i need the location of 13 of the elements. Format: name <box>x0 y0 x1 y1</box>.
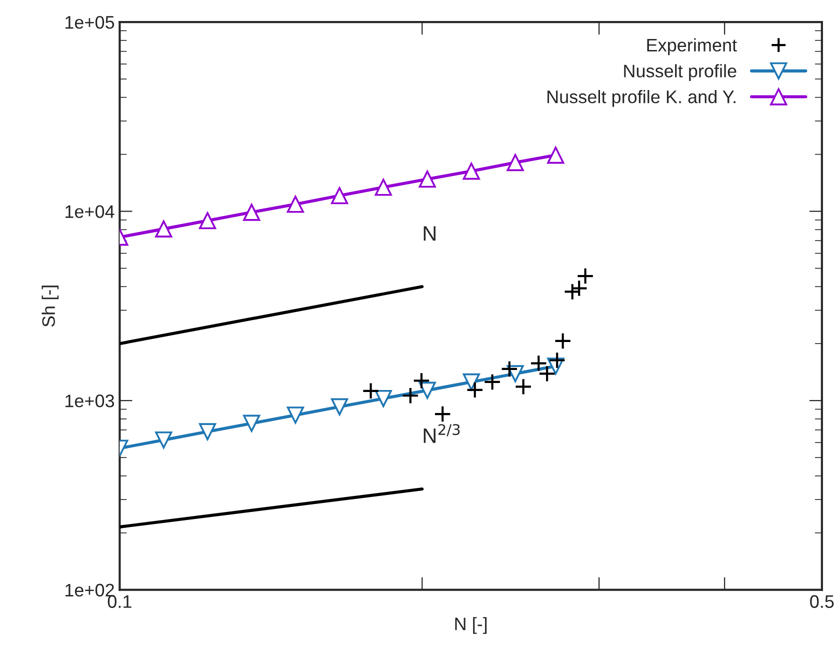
x-tick-label: 0.1 <box>108 595 132 608</box>
x-axis-title: N [-] <box>455 617 487 634</box>
y-tick-label: 1e+02 <box>66 584 114 597</box>
y-tick-label: 1e+03 <box>66 394 114 408</box>
legend-label: Experiment <box>647 38 737 56</box>
y-axis-title: Sh [-] <box>42 286 59 327</box>
y-tick-label: 1e+04 <box>66 205 114 218</box>
y-tick-label: 1e+05 <box>66 16 114 29</box>
annotation: N$^{2/3}$ <box>424 424 460 443</box>
legend-label: Nusselt profile K. and Y. <box>548 90 736 107</box>
annotation: N <box>424 226 436 241</box>
x-tick-label: 0.5 <box>810 595 834 608</box>
legend-label: Nusselt profile <box>624 64 736 81</box>
